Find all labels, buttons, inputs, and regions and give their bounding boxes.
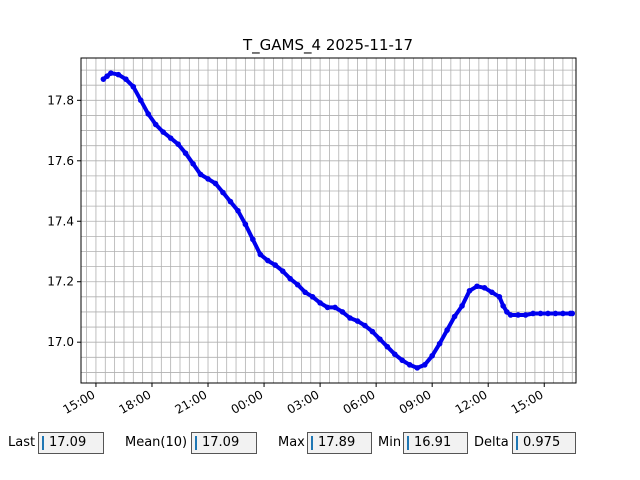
data-point <box>466 287 473 294</box>
data-point <box>250 236 256 243</box>
data-point <box>160 129 166 135</box>
data-point <box>392 351 398 358</box>
data-point <box>279 268 286 274</box>
delta-value-field[interactable]: 0.975 <box>512 432 576 454</box>
data-point <box>545 310 551 317</box>
data-point <box>235 207 241 214</box>
data-point <box>481 284 488 291</box>
x-tick-label: 09:00 <box>397 387 434 416</box>
data-point <box>339 309 346 315</box>
data-point <box>504 309 510 315</box>
data-point <box>489 289 495 296</box>
data-point <box>197 171 204 178</box>
data-point <box>115 71 122 78</box>
data-point <box>429 352 435 359</box>
data-point <box>137 97 144 104</box>
data-point <box>130 83 137 90</box>
data-point <box>242 221 249 228</box>
data-point <box>537 310 544 317</box>
data-point <box>123 76 129 82</box>
data-point <box>220 189 226 196</box>
data-point <box>362 322 368 329</box>
grid <box>81 58 576 383</box>
data-point <box>152 121 159 128</box>
axes: 17.0 17.2 17.4 17.6 17.8 15:00 18:00 21:00 00:00… <box>47 93 545 417</box>
plot-area-frame <box>80 57 577 384</box>
x-tick-label: 12:00 <box>453 387 490 416</box>
y-tick-label: 17.0 <box>47 335 74 349</box>
y-tick-label: 17.8 <box>47 93 74 107</box>
data-point <box>451 313 458 320</box>
data-point <box>522 312 529 318</box>
data-point <box>459 303 465 309</box>
data-point <box>552 310 559 317</box>
x-tick-label: 15:00 <box>509 387 546 416</box>
data-point <box>507 312 514 318</box>
data-point <box>257 251 264 258</box>
data-point <box>436 340 443 347</box>
data-point <box>369 328 376 335</box>
x-tick-label: 21:00 <box>173 387 210 416</box>
x-tick-label: 03:00 <box>285 387 322 416</box>
data-point <box>287 275 294 282</box>
max-value-field[interactable]: 17.89 <box>307 432 372 454</box>
data-point <box>496 294 503 300</box>
last-value-field[interactable]: 17.09 <box>38 432 104 454</box>
data-point <box>182 150 189 157</box>
x-tick-label: 18:00 <box>117 387 154 416</box>
y-tick-label: 17.2 <box>47 275 74 289</box>
data-point <box>474 283 480 290</box>
data-point <box>145 111 152 117</box>
data-point <box>108 70 114 76</box>
data-point <box>414 365 421 371</box>
data-point <box>167 135 174 141</box>
x-tick-label: 15:00 <box>60 387 97 416</box>
mean-value-field[interactable]: 17.09 <box>191 432 257 454</box>
data-point <box>399 357 406 364</box>
chart-title: T_GAMS_4 2025-11-17 <box>242 36 413 55</box>
x-tick-label: 06:00 <box>341 387 378 416</box>
data-point <box>444 327 450 333</box>
data-point <box>354 318 361 324</box>
data-point <box>347 315 353 321</box>
data-point <box>377 336 383 342</box>
data-point <box>272 262 279 268</box>
data-point <box>530 310 536 317</box>
data-point <box>205 176 211 182</box>
data-point <box>421 362 428 368</box>
data-point <box>515 312 521 318</box>
data-point <box>569 310 576 317</box>
y-tick-label: 17.6 <box>47 154 74 168</box>
min-value-field[interactable]: 16.91 <box>403 432 468 454</box>
data-point <box>302 289 308 296</box>
data-point <box>175 141 181 147</box>
data-point <box>264 257 271 264</box>
series-layer <box>100 70 576 371</box>
data-point <box>324 304 331 311</box>
data-point <box>406 362 413 368</box>
data-point <box>294 281 301 288</box>
data-point <box>309 294 316 300</box>
data-point <box>104 73 110 79</box>
data-point <box>560 310 566 317</box>
data-point <box>500 303 506 309</box>
data-point <box>190 161 196 167</box>
data-point <box>212 180 219 187</box>
data-point <box>227 198 234 205</box>
data-point <box>317 300 323 306</box>
data-point <box>100 76 107 82</box>
x-tick-label: 00:00 <box>229 387 266 416</box>
data-point <box>384 343 391 350</box>
y-tick-label: 17.4 <box>47 214 74 228</box>
series-line <box>101 71 575 370</box>
data-point <box>332 304 338 311</box>
